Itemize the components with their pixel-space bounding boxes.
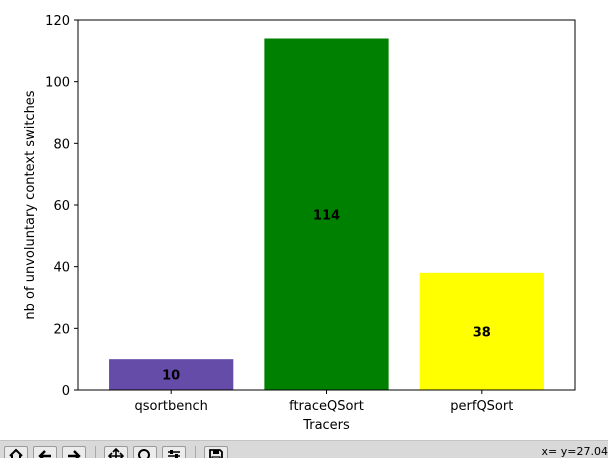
arrow-right-icon [68,450,81,458]
bar-ftraceQSort [264,38,389,390]
bar-value-label: 114 [313,208,340,223]
figure-canvas: 10 114 38 0 20 40 60 80 100 120 qsortbench ftrace… [23,14,576,433]
bar-qsortbench [109,359,234,390]
x-tick-label: ftraceQSort [289,399,364,414]
x-tick-label: perfQSort [450,399,513,414]
bar-value-label: 38 [473,325,491,340]
floppy-save-icon [209,449,223,458]
y-tick-label: 120 [45,14,70,29]
bar-chart: 10 114 38 0 20 40 60 80 100 120 qsortbench ftrace… [23,14,576,433]
zoom-magnifier-icon [138,449,150,458]
y-tick-label: 20 [53,322,70,337]
pan-button[interactable] [104,446,128,458]
toolbar-separator [195,446,196,458]
y-tick-label: 80 [53,137,70,152]
navigation-toolbar: x= y=27.04 [0,440,608,458]
y-tick-label: 40 [53,261,70,276]
y-axis-label: nb of unvoluntary context switches [23,90,38,319]
subplots-config-icon [168,450,180,458]
arrow-left-icon [38,450,51,458]
home-icon [9,448,23,458]
toolbar-separator [95,446,96,458]
x-axis-label: Tracers [302,418,350,433]
home-button[interactable] [4,446,28,458]
pan-move-icon [108,448,124,458]
back-button[interactable] [33,446,57,458]
y-tick-label: 60 [53,199,70,214]
y-tick-label: 100 [45,76,70,91]
forward-button[interactable] [62,446,86,458]
zoom-button[interactable] [133,446,157,458]
x-tick-label: qsortbench [135,399,208,414]
y-tick-label: 0 [62,384,70,399]
save-button[interactable] [204,446,228,458]
coordinates-readout: x= y=27.04 [541,445,608,458]
bar-value-label: 10 [162,369,180,384]
bar-perfQSort [419,272,544,390]
subplots-button[interactable] [162,446,186,458]
